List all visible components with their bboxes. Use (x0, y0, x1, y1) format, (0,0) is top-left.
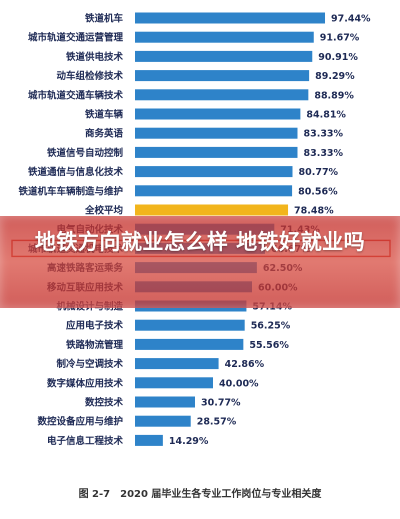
value-label: 89.29% (315, 71, 355, 82)
bar (135, 146, 298, 158)
bar (135, 31, 314, 43)
category-label: 铁道车辆 (85, 109, 124, 121)
value-label: 55.56% (249, 340, 289, 351)
value-label: 56.25% (251, 321, 291, 332)
category-label: 动车组检修技术 (56, 70, 123, 82)
bar (135, 338, 244, 350)
value-label: 78.48% (294, 206, 334, 217)
category-label: 铁道供电技术 (66, 51, 124, 63)
bar (135, 108, 301, 120)
category-label: 铁道机车车辆制造与维护 (18, 185, 123, 197)
category-label: 城市轨道交通车辆技术 (28, 89, 124, 101)
category-label: 数控设备应用与维护 (36, 416, 123, 428)
bar (135, 50, 313, 62)
category-label: 铁道信号自动控制 (47, 147, 124, 159)
category-label: 铁道机车 (85, 13, 124, 25)
bar (135, 434, 163, 446)
value-label: 80.56% (298, 186, 338, 197)
value-label: 40.00% (219, 378, 259, 389)
value-label: 91.67% (320, 33, 360, 44)
category-label: 铁路物流管理 (66, 339, 124, 351)
value-label: 30.77% (201, 398, 241, 409)
bar (135, 396, 195, 408)
headline-text: 地铁方向就业怎么样 地铁好就业吗 (34, 230, 366, 254)
value-label: 90.91% (318, 52, 358, 63)
bar (135, 166, 293, 178)
value-label: 84.81% (306, 110, 346, 121)
value-label: 80.77% (299, 167, 339, 178)
value-label: 97.44% (331, 14, 371, 25)
bar (135, 89, 309, 101)
category-label: 城市轨道交通运营管理 (28, 32, 124, 44)
bar (135, 319, 245, 331)
category-label: 应用电子技术 (66, 320, 124, 332)
value-label: 83.33% (303, 129, 343, 140)
bar-school-average (135, 204, 289, 216)
chart-caption: 图 2-7 2020 届毕业生各专业工作岗位与专业相关度 (79, 487, 323, 500)
value-label: 28.57% (197, 417, 237, 428)
category-label: 制冷与空调技术 (56, 358, 123, 370)
value-label: 88.89% (314, 90, 354, 101)
category-label: 电子信息工程技术 (47, 435, 124, 447)
bar (135, 358, 219, 370)
category-label: 全校平均 (84, 205, 124, 217)
category-label: 商务英语 (85, 128, 124, 140)
value-label: 83.33% (303, 148, 343, 159)
category-label: 铁道通信与信息化技术 (28, 166, 124, 178)
value-label: 14.29% (169, 436, 209, 447)
bar (135, 377, 213, 389)
category-label: 数控技术 (84, 397, 124, 409)
bar (135, 127, 298, 139)
bar (135, 70, 310, 82)
value-label: 42.86% (225, 359, 265, 370)
bar (135, 185, 293, 197)
bar (135, 12, 326, 24)
headline-banner (0, 216, 400, 308)
bar (135, 415, 191, 427)
category-label: 数字媒体应用技术 (46, 377, 124, 389)
